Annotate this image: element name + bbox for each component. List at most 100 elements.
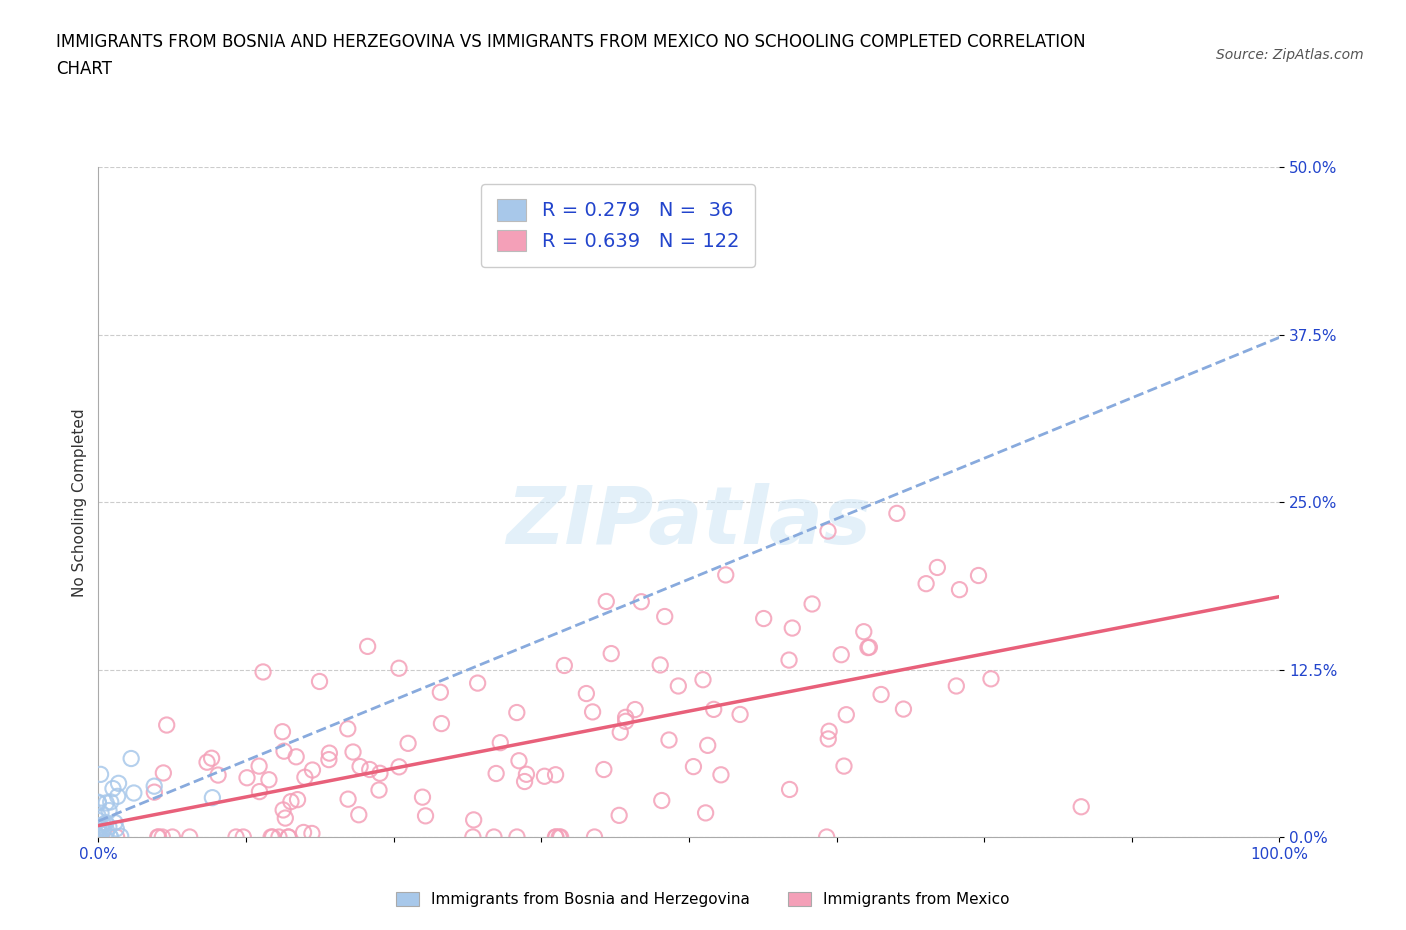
Point [89,830,111,844]
Point [98,804,121,818]
Point [779,782,801,797]
Point [651,793,673,808]
Point [285,750,308,764]
Point [548,830,571,844]
Point [87,830,110,844]
Point [347,807,370,822]
Point [308,674,330,689]
Point [152,765,174,780]
Point [349,759,371,774]
Point [97,819,120,834]
Point [467,676,489,691]
Legend: Immigrants from Bosnia and Herzegovina, Immigrants from Mexico: Immigrants from Bosnia and Herzegovina, … [389,885,1017,913]
Point [429,684,451,699]
Point [553,658,575,673]
Point [506,705,529,720]
Point [162,830,184,844]
Text: Source: ZipAtlas.com: Source: ZipAtlas.com [1216,48,1364,62]
Point [148,830,170,844]
Point [101,781,124,796]
Point [356,639,378,654]
Point [544,767,567,782]
Point [411,790,433,804]
Point [893,701,915,716]
Point [506,830,529,844]
Point [614,714,637,729]
Point [592,762,614,777]
Point [692,672,714,687]
Point [294,770,316,785]
Point [143,778,166,793]
Point [714,567,737,582]
Point [91,823,114,838]
Point [146,830,169,844]
Point [609,724,631,739]
Point [915,577,938,591]
Point [110,829,132,844]
Point [100,830,122,844]
Point [489,736,512,751]
Point [301,826,323,841]
Point [87,824,110,839]
Point [105,830,128,844]
Point [544,830,567,844]
Point [87,809,110,824]
Point [318,746,340,761]
Point [415,808,437,823]
Point [87,795,110,810]
Point [90,767,112,782]
Point [508,753,530,768]
Text: CHART: CHART [56,60,112,78]
Point [267,830,290,844]
Point [107,789,129,804]
Point [359,762,381,777]
Point [277,830,299,844]
Point [195,755,218,770]
Point [87,830,110,844]
Point [752,611,775,626]
Point [388,760,411,775]
Point [815,830,838,844]
Point [703,702,725,717]
Point [120,751,142,766]
Point [87,821,110,836]
Point [232,830,254,844]
Point [87,830,110,844]
Point [201,790,224,805]
Point [100,794,122,809]
Point [695,805,717,820]
Point [728,707,751,722]
Point [104,816,127,830]
Point [249,784,271,799]
Point [550,830,572,844]
Point [277,830,299,844]
Point [342,745,364,760]
Point [980,671,1002,686]
Point [287,792,309,807]
Point [252,665,274,680]
Point [463,813,485,828]
Point [257,772,280,787]
Point [817,524,839,538]
Point [262,830,284,844]
Point [607,808,630,823]
Point [817,732,839,747]
Point [396,736,419,751]
Point [614,710,637,724]
Point [318,752,340,767]
Point [93,817,115,832]
Point [96,795,118,810]
Point [967,568,990,583]
Legend: R = 0.279   N =  36, R = 0.639   N = 122: R = 0.279 N = 36, R = 0.639 N = 122 [481,184,755,267]
Point [778,653,800,668]
Point [870,687,893,702]
Point [271,724,294,739]
Point [581,704,603,719]
Point [150,830,173,844]
Point [273,744,295,759]
Point [575,686,598,701]
Point [207,767,229,782]
Point [107,776,129,790]
Point [886,506,908,521]
Point [544,830,567,844]
